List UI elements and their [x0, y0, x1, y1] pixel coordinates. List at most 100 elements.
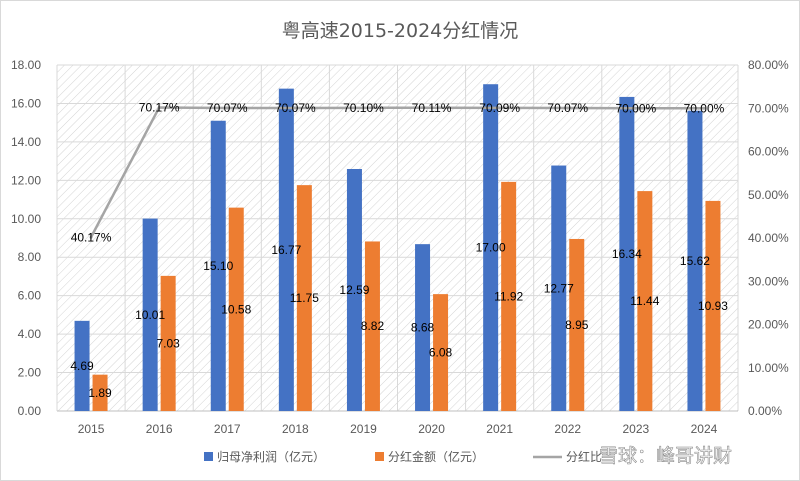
data-labels: 4.69 1.89 40.17% 10.01 7.03 70.17% 15.10 10.58 7…	[70, 101, 728, 400]
bar-dividend	[228, 207, 244, 411]
legend-swatch-dividend	[375, 452, 384, 461]
data-label-net-profit: 8.68	[411, 321, 435, 335]
point-payout-ratio	[498, 106, 502, 110]
bar-dividend	[160, 275, 176, 411]
y-right-tick-label: 40.00%	[748, 231, 789, 245]
data-label-payout-ratio: 70.10%	[343, 101, 384, 115]
bar-net-profit	[483, 84, 499, 411]
x-tick-label: 2018	[282, 422, 309, 436]
x-tick-label: 2019	[350, 422, 377, 436]
data-label-dividend: 6.08	[429, 346, 453, 360]
y-right-tick-label: 20.00%	[748, 318, 789, 332]
bar-net-profit	[142, 218, 158, 411]
point-payout-ratio	[225, 106, 229, 110]
point-payout-ratio	[293, 106, 297, 110]
x-tick-label: 2015	[78, 422, 105, 436]
data-label-net-profit: 15.10	[203, 259, 233, 273]
bar-net-profit	[210, 120, 226, 411]
y-right-tick-label: 0.00%	[748, 404, 782, 418]
data-label-dividend: 8.95	[565, 318, 589, 332]
bar-dividend	[364, 241, 380, 411]
line-payout-ratio	[89, 106, 704, 238]
data-label-dividend: 7.03	[156, 336, 180, 350]
bar-net-profit	[415, 244, 431, 411]
y-right-tick-label: 60.00%	[748, 145, 789, 159]
bar-net-profit	[551, 165, 567, 411]
bar-net-profit	[278, 88, 294, 411]
data-label-payout-ratio: 70.11%	[412, 101, 452, 115]
data-label-payout-ratio: 70.07%	[275, 101, 316, 115]
data-label-dividend: 10.58	[221, 302, 251, 316]
data-label-dividend: 1.89	[88, 386, 112, 400]
x-tick-label: 2022	[554, 422, 581, 436]
point-payout-ratio	[634, 106, 638, 110]
series-net-profit	[74, 84, 703, 412]
bar-dividend	[296, 185, 312, 411]
y-right-tick-label: 80.00%	[748, 58, 789, 72]
bar-dividend	[705, 200, 721, 411]
y-left-tick-label: 8.00	[18, 250, 42, 264]
bar-net-profit	[687, 110, 703, 411]
data-label-dividend: 11.92	[494, 289, 523, 303]
bar-net-profit	[346, 168, 362, 411]
data-label-dividend: 8.82	[361, 319, 385, 333]
watermark: 雪球：峰哥讲财	[599, 445, 732, 467]
bar-net-profit	[619, 96, 635, 412]
y-left-tick-label: 10.00	[11, 212, 41, 226]
x-axis: 2015 2016 2017 2018 2019 2020 2021 2022 2023 2024	[78, 422, 718, 436]
bar-dividend	[569, 238, 585, 411]
y-left-tick-label: 14.00	[11, 135, 41, 149]
y-left-tick-label: 16.00	[11, 96, 41, 110]
point-payout-ratio	[702, 106, 706, 110]
y-left-tick-label: 18.00	[11, 58, 41, 72]
data-label-payout-ratio: 70.17%	[139, 101, 180, 115]
point-payout-ratio	[157, 106, 161, 110]
chart-title: 粤高速2015-2024分红情况	[282, 20, 519, 42]
x-tick-label: 2017	[214, 422, 241, 436]
y-axis-left: 0.00 2.00 4.00 6.00 8.00 10.00 12.00 14.00 16.00…	[11, 58, 41, 418]
data-label-payout-ratio: 70.09%	[479, 101, 520, 115]
data-label-net-profit: 10.01	[135, 308, 165, 322]
data-label-dividend: 11.44	[630, 294, 659, 308]
bar-dividend	[92, 374, 108, 411]
x-tick-label: 2024	[691, 422, 718, 436]
data-label-dividend: 10.93	[698, 299, 728, 313]
point-payout-ratio	[566, 106, 570, 110]
point-payout-ratio	[430, 106, 434, 110]
data-label-payout-ratio: 70.00%	[615, 101, 656, 115]
series-dividend	[92, 181, 721, 411]
y-right-tick-label: 10.00%	[748, 361, 789, 375]
data-label-net-profit: 17.00	[476, 241, 506, 255]
y-right-tick-label: 30.00%	[748, 274, 789, 288]
bar-dividend	[501, 181, 517, 411]
data-label-payout-ratio: 70.07%	[547, 101, 588, 115]
data-label-net-profit: 16.34	[612, 247, 642, 261]
legend: 归母净利润（亿元） 分红金额（亿元） 分红比	[204, 449, 602, 464]
legend-label-net-profit: 归母净利润（亿元）	[217, 449, 325, 464]
y-left-tick-label: 6.00	[18, 289, 42, 303]
bar-dividend	[433, 294, 449, 411]
point-payout-ratio	[89, 235, 93, 239]
data-label-net-profit: 15.62	[680, 254, 710, 268]
x-tick-label: 2021	[486, 422, 513, 436]
data-label-dividend: 11.75	[290, 291, 319, 305]
y-left-tick-label: 0.00	[18, 404, 42, 418]
point-payout-ratio	[361, 106, 365, 110]
x-tick-label: 2016	[146, 422, 173, 436]
data-label-payout-ratio: 40.17%	[71, 230, 112, 244]
bar-net-profit	[74, 320, 90, 411]
x-tick-label: 2020	[418, 422, 445, 436]
y-axis-right: 0.00% 10.00% 20.00% 30.00% 40.00% 50.00% 60.00…	[748, 58, 789, 418]
y-left-tick-label: 12.00	[11, 173, 41, 187]
y-left-tick-label: 2.00	[18, 366, 42, 380]
legend-swatch-net-profit	[204, 452, 213, 461]
data-label-net-profit: 12.77	[544, 281, 574, 295]
x-tick-label: 2023	[622, 422, 649, 436]
bar-dividend	[637, 191, 653, 411]
y-right-tick-label: 70.00%	[748, 101, 789, 115]
y-right-tick-label: 50.00%	[748, 188, 789, 202]
y-left-tick-label: 4.00	[18, 327, 42, 341]
legend-label-payout-ratio: 分红比	[566, 449, 602, 464]
